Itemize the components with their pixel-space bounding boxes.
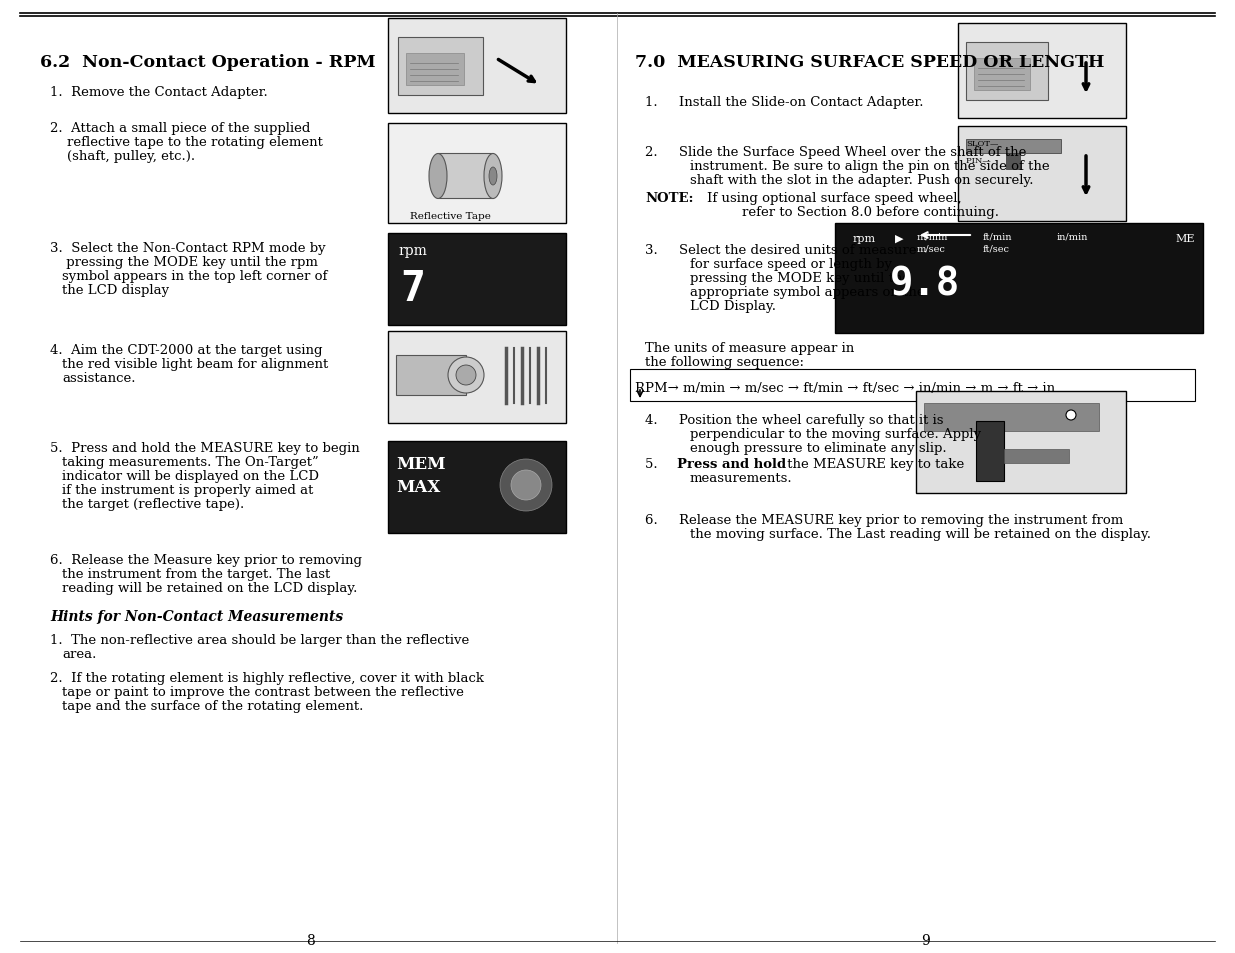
Text: pressing the MODE key until the rpm: pressing the MODE key until the rpm	[62, 255, 317, 269]
Text: m/sec: m/sec	[918, 245, 946, 253]
Text: 1.  The non-reflective area should be larger than the reflective: 1. The non-reflective area should be lar…	[49, 634, 469, 646]
Text: 7: 7	[400, 268, 425, 310]
Text: shaft with the slot in the adapter. Push on securely.: shaft with the slot in the adapter. Push…	[690, 173, 1034, 187]
Text: (shaft, pulley, etc.).: (shaft, pulley, etc.).	[67, 150, 195, 163]
Text: the moving surface. The Last reading will be retained on the display.: the moving surface. The Last reading wil…	[690, 527, 1151, 540]
Text: 1.     Install the Slide-on Contact Adapter.: 1. Install the Slide-on Contact Adapter.	[645, 96, 924, 109]
Text: MEM: MEM	[396, 456, 446, 473]
Bar	[974, 59, 1030, 91]
Text: for surface speed or length by: for surface speed or length by	[690, 257, 892, 271]
Bar	[916, 392, 1126, 494]
Text: reflective tape to the rotating element: reflective tape to the rotating element	[67, 136, 322, 149]
Text: 9: 9	[920, 933, 930, 947]
Text: RPM→ m/min → m/sec → ft/min → ft/sec → in/min → m → ft → in: RPM→ m/min → m/sec → ft/min → ft/sec → i…	[635, 381, 1055, 395]
Ellipse shape	[484, 154, 501, 199]
Circle shape	[500, 459, 552, 512]
Text: 2.  If the rotating element is highly reflective, cover it with black: 2. If the rotating element is highly ref…	[49, 671, 484, 684]
Text: assistance.: assistance.	[62, 372, 136, 385]
Text: rpm: rpm	[398, 244, 427, 257]
Text: tape or paint to improve the contrast between the reflective: tape or paint to improve the contrast be…	[62, 685, 464, 699]
Text: the following sequence:: the following sequence:	[645, 355, 804, 369]
Bar	[924, 403, 1099, 432]
Text: Hints for Non-Contact Measurements: Hints for Non-Contact Measurements	[49, 609, 343, 623]
Bar	[966, 43, 1049, 101]
Text: Press and hold: Press and hold	[677, 457, 787, 471]
Text: ME: ME	[1174, 233, 1194, 244]
Text: 5.: 5.	[645, 457, 679, 471]
Text: 1.  Remove the Contact Adapter.: 1. Remove the Contact Adapter.	[49, 86, 268, 99]
Bar	[958, 24, 1126, 119]
Bar	[388, 332, 566, 423]
Text: MAX: MAX	[396, 478, 441, 496]
Circle shape	[448, 357, 484, 394]
Bar	[438, 153, 493, 199]
Text: m/min: m/min	[918, 232, 948, 241]
Text: ft/min: ft/min	[983, 232, 1013, 241]
Circle shape	[456, 366, 475, 386]
Bar	[958, 127, 1126, 222]
Bar	[396, 355, 466, 395]
Text: taking measurements. The On-Target”: taking measurements. The On-Target”	[62, 456, 319, 469]
Circle shape	[511, 471, 541, 500]
Text: NOTE:: NOTE:	[645, 192, 694, 205]
Bar	[388, 19, 566, 113]
Bar	[388, 233, 566, 326]
Bar	[1007, 153, 1020, 170]
Text: 6.2  Non-Contact Operation - RPM: 6.2 Non-Contact Operation - RPM	[40, 54, 375, 71]
Ellipse shape	[489, 168, 496, 186]
Text: 3.  Select the Non-Contact RPM mode by: 3. Select the Non-Contact RPM mode by	[49, 242, 326, 254]
Bar	[406, 54, 464, 86]
Text: ft/sec: ft/sec	[983, 245, 1010, 253]
Text: if the instrument is properly aimed at: if the instrument is properly aimed at	[62, 483, 314, 497]
Text: enough pressure to eliminate any slip.: enough pressure to eliminate any slip.	[690, 441, 946, 455]
Text: 8: 8	[305, 933, 315, 947]
Text: reading will be retained on the LCD display.: reading will be retained on the LCD disp…	[62, 581, 357, 595]
Text: SLOT—: SLOT—	[966, 140, 998, 148]
Text: the instrument from the target. The last: the instrument from the target. The last	[62, 567, 330, 580]
Text: 3.     Select the desired units of measure: 3. Select the desired units of measure	[645, 244, 916, 256]
Text: in/min: in/min	[1057, 232, 1088, 241]
Text: the target (reflective tape).: the target (reflective tape).	[62, 497, 245, 511]
Text: ▶: ▶	[895, 233, 904, 244]
Ellipse shape	[429, 154, 447, 199]
Text: measurements.: measurements.	[690, 472, 793, 484]
Text: 9.8: 9.8	[890, 266, 960, 304]
Text: tape and the surface of the rotating element.: tape and the surface of the rotating ele…	[62, 700, 363, 712]
Text: instrument. Be sure to align the pin on the side of the: instrument. Be sure to align the pin on …	[690, 160, 1050, 172]
Text: refer to Section 8.0 before continuing.: refer to Section 8.0 before continuing.	[742, 206, 999, 219]
Text: 2.  Attach a small piece of the supplied: 2. Attach a small piece of the supplied	[49, 122, 310, 135]
Text: 5.  Press and hold the MEASURE key to begin: 5. Press and hold the MEASURE key to beg…	[49, 441, 359, 455]
Text: pressing the MODE key until the: pressing the MODE key until the	[690, 272, 910, 285]
Text: the MEASURE key to take: the MEASURE key to take	[783, 457, 965, 471]
Text: 2.     Slide the Surface Speed Wheel over the shaft of the: 2. Slide the Surface Speed Wheel over th…	[645, 146, 1026, 159]
Bar	[835, 224, 1203, 334]
Text: symbol appears in the top left corner of: symbol appears in the top left corner of	[62, 270, 327, 283]
Bar	[398, 38, 483, 96]
Text: Reflective Tape: Reflective Tape	[410, 212, 490, 221]
Text: the LCD display: the LCD display	[62, 284, 169, 296]
Text: perpendicular to the moving surface. Apply: perpendicular to the moving surface. App…	[690, 428, 981, 440]
Circle shape	[1066, 411, 1076, 420]
Text: 4.  Aim the CDT-2000 at the target using: 4. Aim the CDT-2000 at the target using	[49, 344, 322, 356]
Bar	[1004, 450, 1070, 463]
Text: If using optional surface speed wheel,: If using optional surface speed wheel,	[706, 192, 962, 205]
Text: The units of measure appear in: The units of measure appear in	[645, 341, 855, 355]
Bar	[388, 124, 566, 224]
Bar	[630, 370, 1195, 401]
Text: 6.     Release the MEASURE key prior to removing the instrument from: 6. Release the MEASURE key prior to remo…	[645, 514, 1124, 526]
Text: PIN—: PIN—	[966, 157, 995, 165]
Text: rpm: rpm	[853, 233, 876, 244]
Text: 4.     Position the wheel carefully so that it is: 4. Position the wheel carefully so that …	[645, 414, 944, 427]
Text: area.: area.	[62, 647, 96, 660]
Text: the red visible light beam for alignment: the red visible light beam for alignment	[62, 357, 329, 371]
Text: 6.  Release the Measure key prior to removing: 6. Release the Measure key prior to remo…	[49, 554, 362, 566]
Text: indicator will be displayed on the LCD: indicator will be displayed on the LCD	[62, 470, 319, 482]
Bar	[966, 140, 1061, 153]
Text: 7.0  MEASURING SURFACE SPEED OR LENGTH: 7.0 MEASURING SURFACE SPEED OR LENGTH	[635, 54, 1104, 71]
Bar	[976, 421, 1004, 481]
Text: LCD Display.: LCD Display.	[690, 299, 776, 313]
Text: appropriate symbol appears on the: appropriate symbol appears on the	[690, 286, 925, 298]
Bar	[388, 441, 566, 534]
